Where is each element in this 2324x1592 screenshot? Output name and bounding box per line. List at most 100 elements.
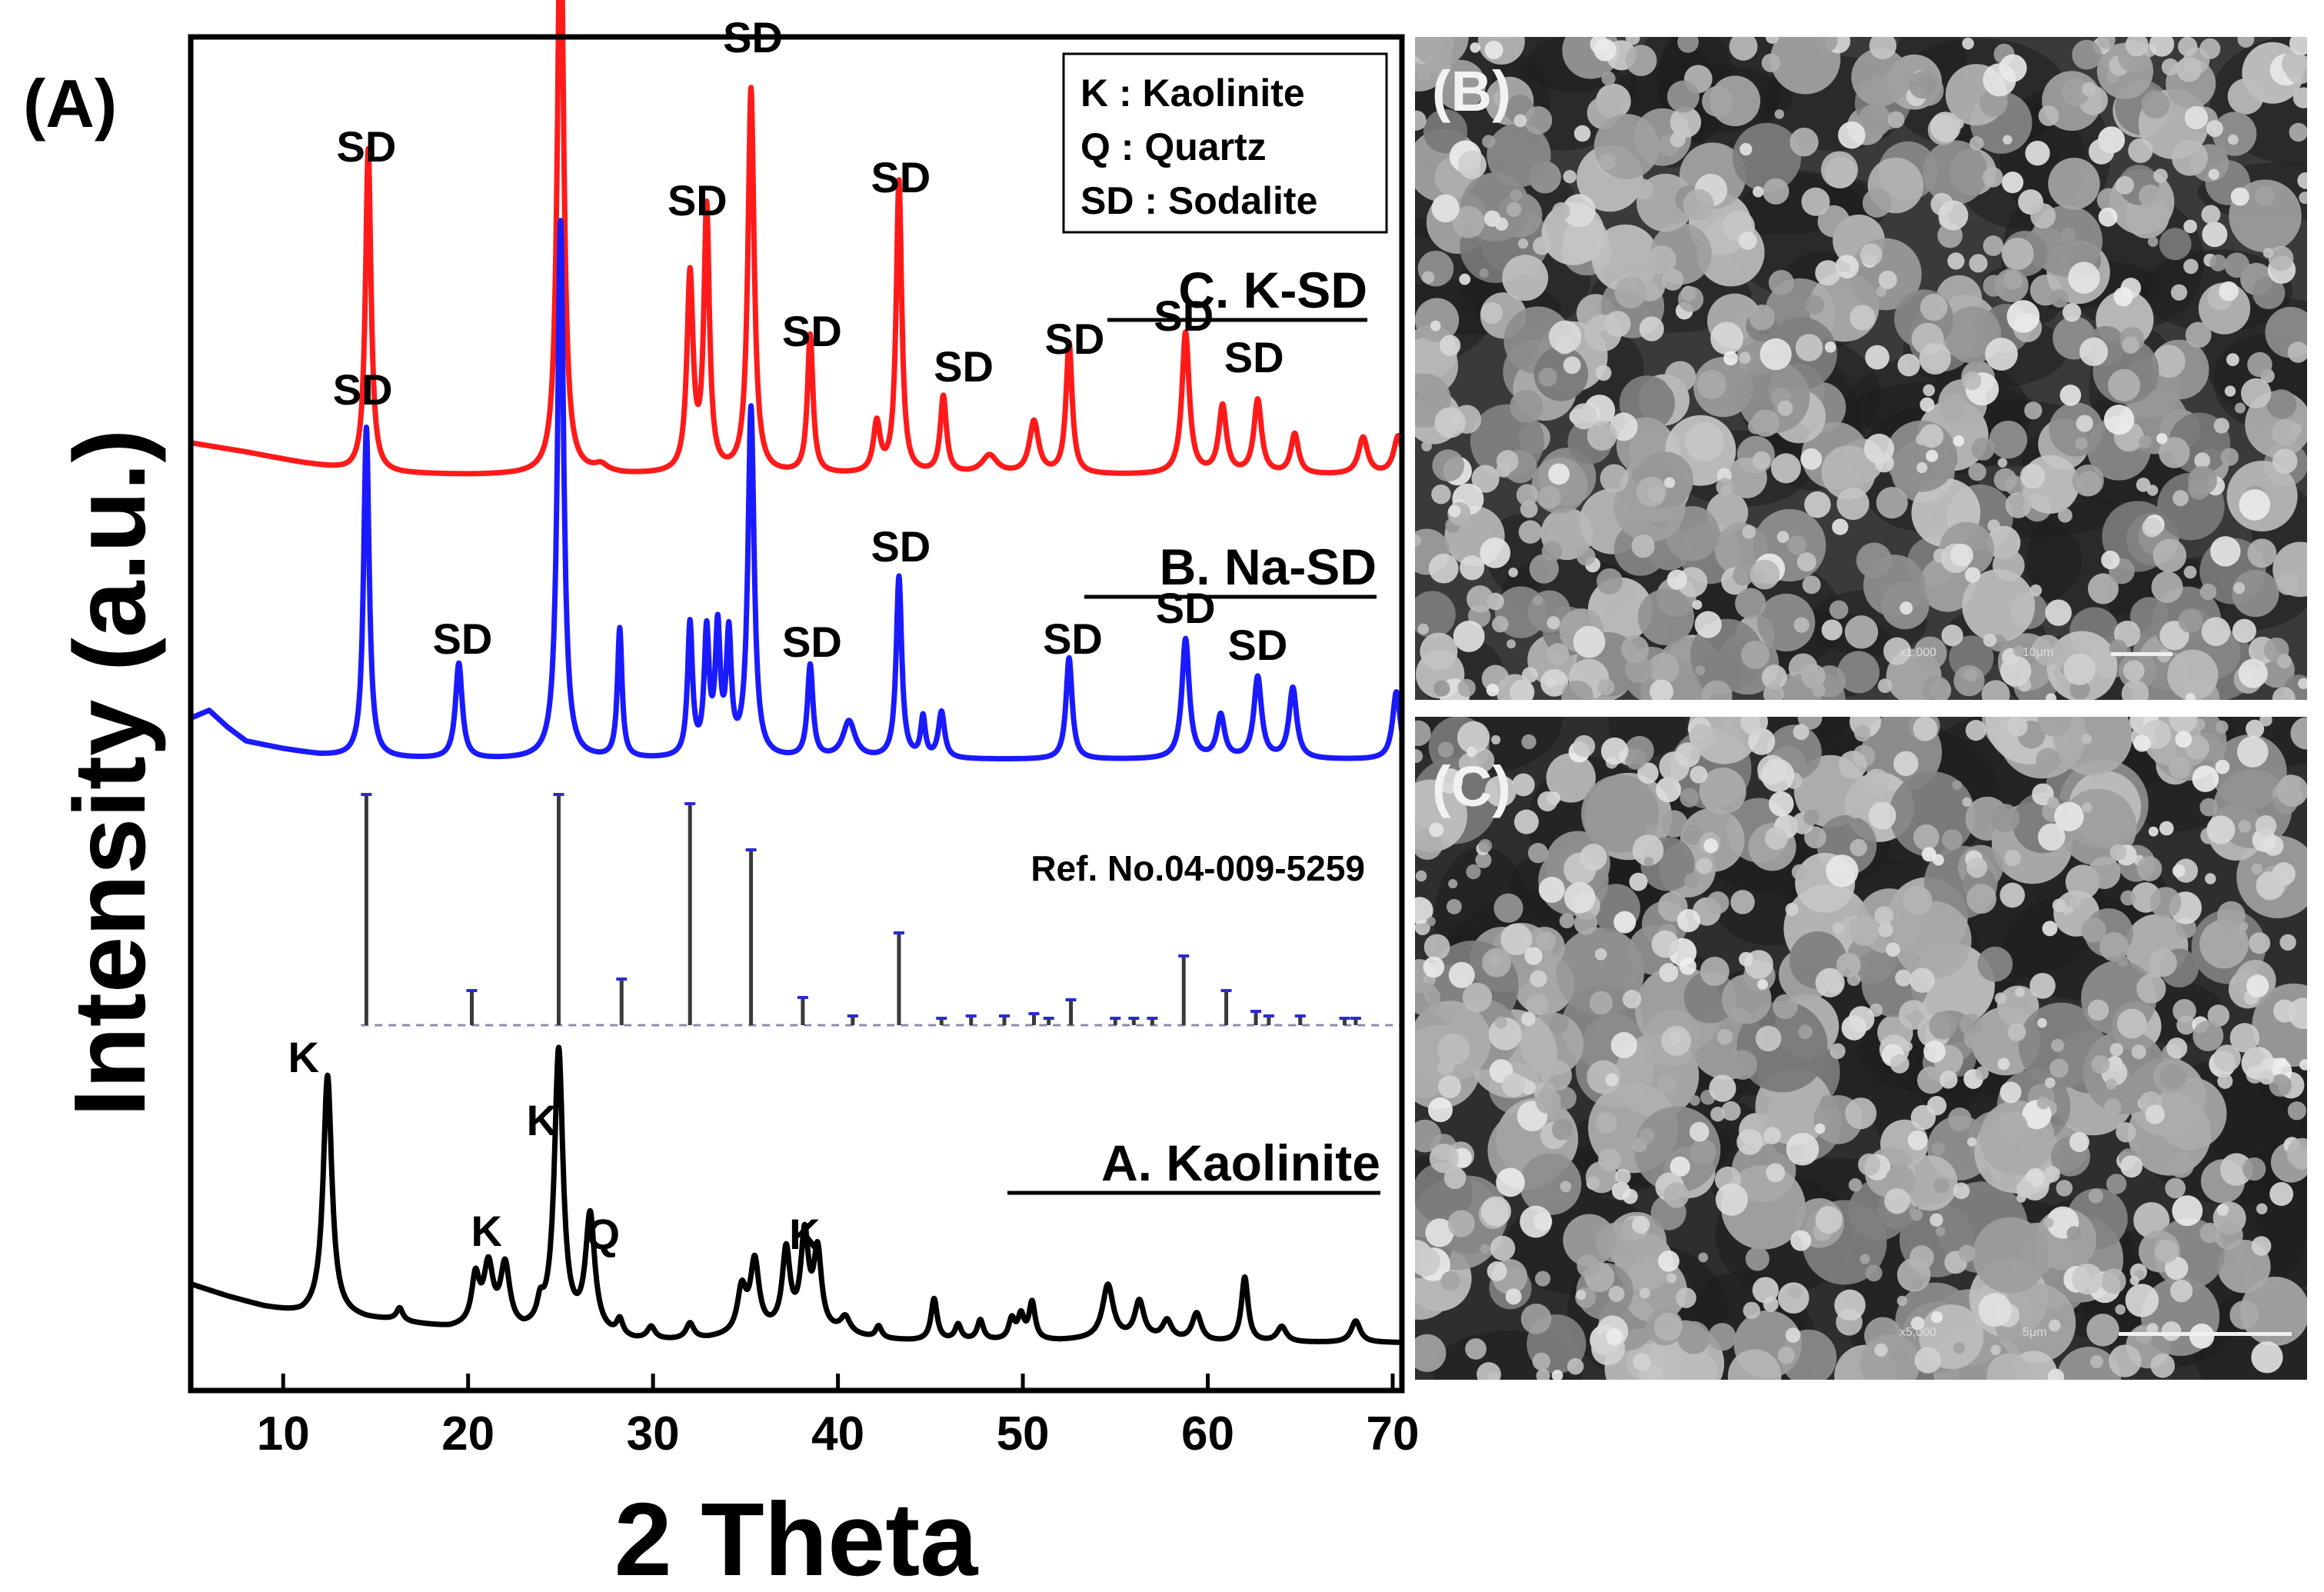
- particle: [2241, 378, 2272, 409]
- series-line-b-na-sd: [188, 218, 1405, 761]
- particle: [1803, 809, 1820, 826]
- particle: [1639, 1287, 1651, 1299]
- particle: [1480, 537, 1511, 568]
- particle: [1622, 990, 1642, 1009]
- particle: [1659, 963, 1679, 982]
- particle: [1521, 734, 1537, 750]
- particle: [1999, 1081, 2022, 1104]
- particle: [2015, 987, 2025, 997]
- particle: [1585, 1161, 1618, 1194]
- particle: [1452, 205, 1485, 238]
- particle: [1929, 1011, 1957, 1040]
- particle: [1682, 824, 1703, 846]
- particle: [2256, 871, 2285, 901]
- particle: [1860, 243, 1883, 266]
- particle: [2288, 997, 2307, 1030]
- particle: [1985, 338, 2018, 371]
- particle: [1916, 461, 1928, 474]
- particle: [2152, 345, 2186, 378]
- particle: [2159, 821, 2174, 836]
- particle: [2215, 720, 2229, 734]
- particle: [1670, 1156, 1690, 1177]
- particle: [1484, 40, 1503, 60]
- particle: [1608, 1285, 1625, 1302]
- particle: [1953, 435, 1965, 447]
- particle: [1715, 1183, 1748, 1216]
- series-line-a-kaolinite: [188, 1044, 1404, 1345]
- particle: [2145, 1104, 2165, 1124]
- particle: [1999, 54, 2027, 82]
- particle: [1953, 1182, 1970, 1200]
- particle: [1512, 773, 1535, 797]
- particle: [2088, 1188, 2103, 1204]
- particle: [1804, 491, 1831, 518]
- particle: [2006, 300, 2040, 333]
- particle: [1966, 857, 1988, 878]
- particle: [1933, 1177, 1949, 1194]
- legend-entry-quartz: Q : Quartz: [1080, 125, 1267, 168]
- particle: [1615, 1168, 1631, 1185]
- particle: [1510, 188, 1523, 201]
- particle: [2043, 1165, 2060, 1183]
- particle: [2122, 336, 2139, 355]
- particle: [1563, 169, 1577, 184]
- particle: [1520, 1303, 1552, 1334]
- particle: [1664, 477, 1676, 488]
- particle: [1625, 37, 1640, 45]
- particle: [1523, 106, 1553, 135]
- particle: [1983, 275, 2005, 297]
- particle: [1479, 268, 1489, 278]
- particle: [2214, 1221, 2243, 1250]
- particle: [1765, 37, 1780, 44]
- particle: [1977, 946, 2013, 982]
- curve-labels: C. K-SD B. Na-SD Ref. No.04-009-5259 A. …: [1007, 261, 1380, 1195]
- particle: [1919, 342, 1951, 375]
- particle: [2056, 1347, 2122, 1380]
- particle: [2166, 1037, 2188, 1059]
- particle: [1513, 114, 1527, 128]
- particle: [1983, 235, 2004, 256]
- particle: [2082, 82, 2096, 96]
- particle: [2002, 172, 2024, 194]
- particle: [1492, 615, 1509, 633]
- particle: [1434, 407, 1466, 438]
- particle: [1739, 351, 1751, 365]
- particle: [1656, 777, 1682, 803]
- particle: [1636, 476, 1667, 508]
- particle: [1692, 600, 1703, 610]
- particle: [1757, 593, 1816, 652]
- particle: [2298, 678, 2307, 690]
- particle: [1536, 931, 1556, 951]
- particle: [1835, 255, 1860, 279]
- particle: [1694, 611, 1722, 638]
- particle: [2149, 37, 2175, 57]
- particle: [2019, 463, 2046, 489]
- particle: [1670, 106, 1702, 138]
- particle: [1448, 879, 1458, 889]
- x-tick-label: 40: [811, 1407, 864, 1460]
- particle: [2194, 452, 2211, 469]
- particle: [2249, 932, 2271, 954]
- particle: [2109, 1043, 2123, 1057]
- particle: [1552, 201, 1570, 221]
- particle: [1690, 1138, 1716, 1165]
- particle: [1496, 462, 1511, 478]
- particle: [1415, 749, 1423, 764]
- particle: [1548, 463, 1570, 485]
- particle: [1690, 765, 1708, 784]
- particle: [2219, 281, 2239, 301]
- particle: [1540, 668, 1569, 697]
- particle: [1475, 851, 1492, 868]
- particle: [1753, 186, 1764, 198]
- particle: [1507, 639, 1517, 649]
- particle: [1926, 449, 1939, 462]
- particle: [2161, 58, 2179, 76]
- particle: [1661, 1025, 1692, 1056]
- particle: [2120, 890, 2136, 906]
- particle: [2227, 78, 2264, 115]
- particle: [2266, 389, 2297, 419]
- particle: [2052, 898, 2066, 913]
- particle: [2239, 489, 2271, 521]
- particle: [1577, 546, 1596, 566]
- particle: [2133, 1202, 2170, 1239]
